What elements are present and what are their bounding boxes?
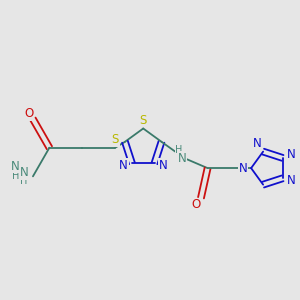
Text: N: N <box>11 160 20 173</box>
Text: H: H <box>20 176 28 186</box>
Text: O: O <box>25 107 34 120</box>
Text: N: N <box>158 159 167 172</box>
Text: O: O <box>192 198 201 211</box>
Text: H: H <box>176 145 183 155</box>
Text: N: N <box>286 148 295 161</box>
Text: N: N <box>253 137 262 150</box>
Text: S: S <box>112 133 119 146</box>
Text: N: N <box>178 152 187 165</box>
Text: N: N <box>238 162 247 175</box>
Text: N: N <box>287 174 296 187</box>
Text: H: H <box>12 171 19 182</box>
Text: S: S <box>140 114 147 127</box>
Text: N: N <box>20 166 28 179</box>
Text: N: N <box>119 159 128 172</box>
